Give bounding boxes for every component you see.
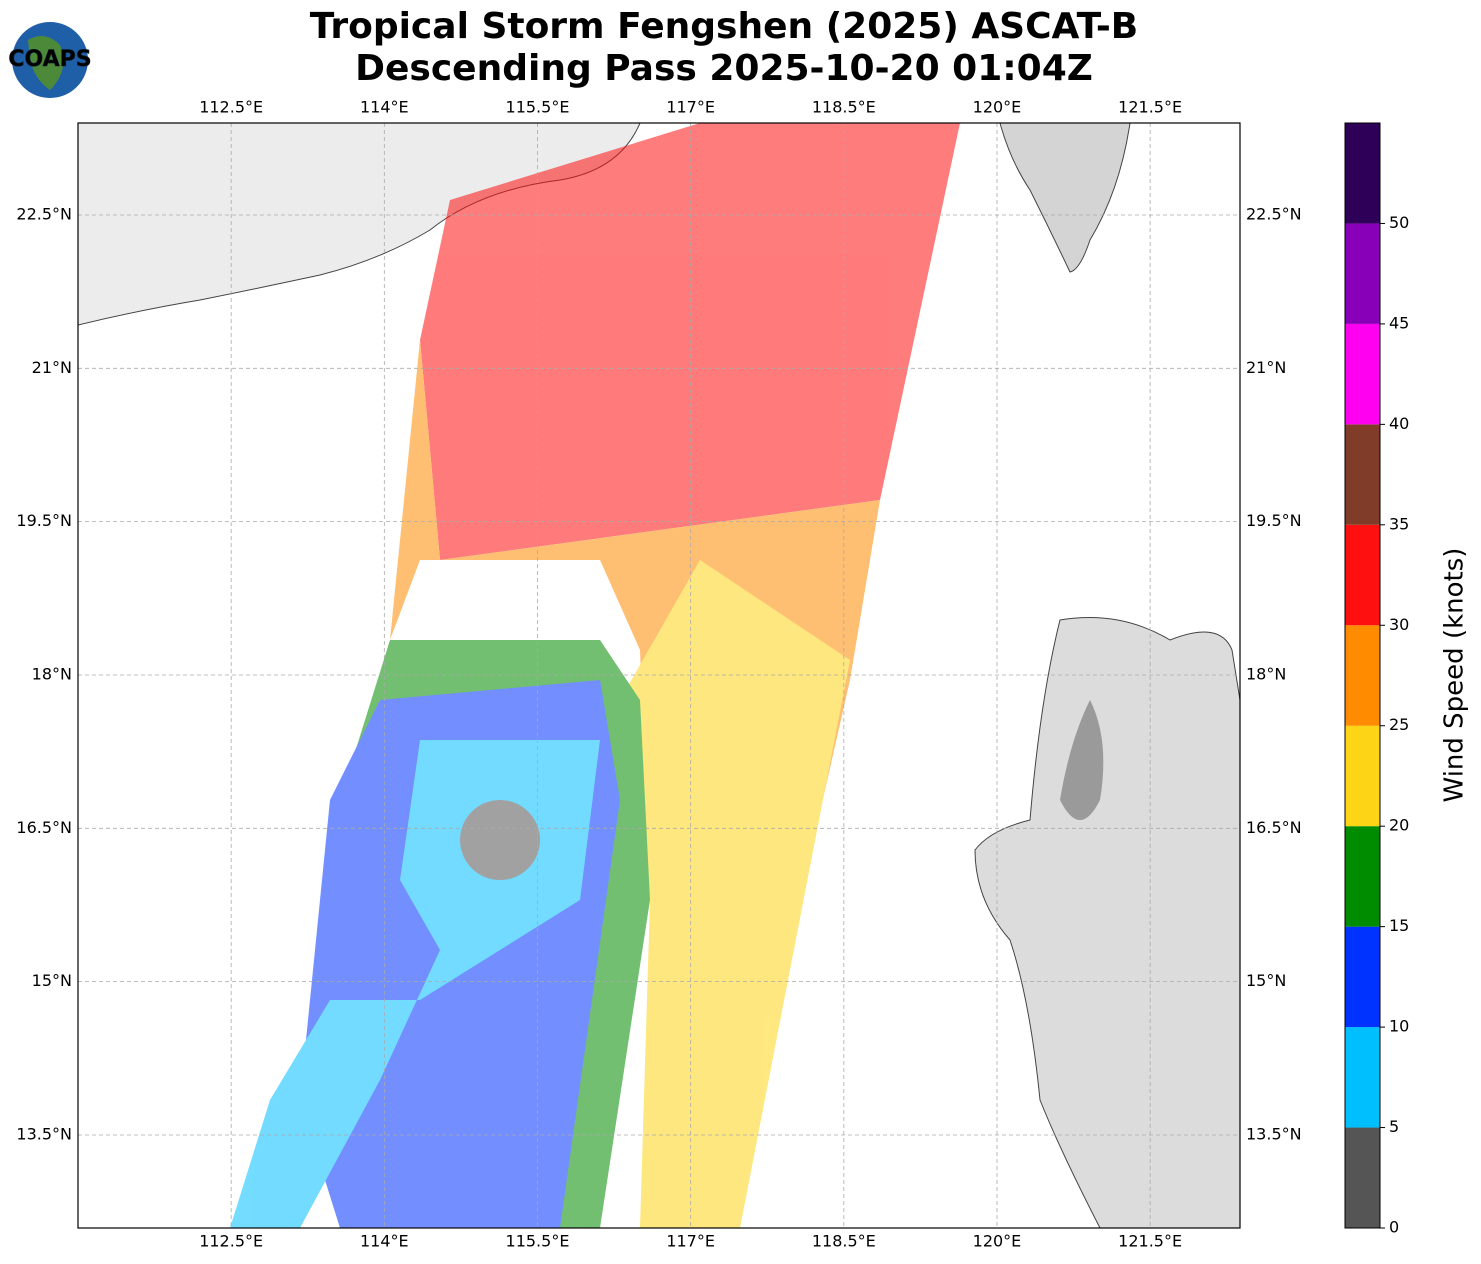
swath-zone <box>420 123 960 560</box>
grid <box>78 123 1240 1228</box>
colorbar-segment <box>1345 323 1380 425</box>
colorbar-tick-label: 40 <box>1389 414 1409 433</box>
y-tick-label: 19.5°N <box>1246 511 1302 530</box>
title-line: Descending Pass 2025-10-20 01:04Z <box>355 48 1093 89</box>
x-tick-label: 117°E <box>666 1232 715 1251</box>
y-tick-label: 16.5°N <box>1246 818 1302 837</box>
x-tick-label: 120°E <box>973 1232 1022 1251</box>
x-tick-label: 118.5°E <box>812 1232 876 1251</box>
y-tick-label: 19.5°N <box>16 511 72 530</box>
x-tick-label: 117°E <box>666 98 715 117</box>
land-relief <box>1060 700 1104 820</box>
colorbar-tick-label: 0 <box>1389 1218 1399 1237</box>
x-tick-label: 121.5°E <box>1118 1232 1182 1251</box>
colorbar-tick-label: 5 <box>1389 1117 1399 1136</box>
y-tick-label: 13.5°N <box>16 1124 72 1143</box>
colorbar-tick-label: 35 <box>1389 514 1409 533</box>
logo: COAPS <box>8 22 92 98</box>
y-tick-label: 16.5°N <box>16 818 72 837</box>
colorbar-tick-label: 15 <box>1389 916 1409 935</box>
swath-zone <box>460 800 540 880</box>
x-tick-label: 115.5°E <box>506 98 570 117</box>
land-luzon <box>974 617 1240 1228</box>
logo-land <box>28 36 64 90</box>
colorbar-segment <box>1345 926 1380 1028</box>
colorbar-tick-label: 50 <box>1389 213 1409 232</box>
colorbar-segment <box>1345 826 1380 927</box>
colorbar-tick-label: 45 <box>1389 313 1409 332</box>
map-background <box>78 123 1240 1228</box>
y-tick-label: 15°N <box>32 971 72 990</box>
colorbar-segment <box>1345 223 1380 324</box>
y-tick-label: 18°N <box>32 664 72 683</box>
colorbar-tick-label: 10 <box>1389 1017 1409 1036</box>
y-tick-label: 22.5°N <box>16 204 72 223</box>
swath-zone <box>620 560 850 1228</box>
x-tick-label: 114°E <box>360 1232 409 1251</box>
colorbar-tick-label: 30 <box>1389 615 1409 634</box>
colorbar-segment <box>1345 424 1380 525</box>
x-tick-label: 112.5°E <box>199 1232 263 1251</box>
y-tick-label: 13.5°N <box>1246 1124 1302 1143</box>
colorbar-segment <box>1345 524 1380 626</box>
colorbar-segment <box>1345 1027 1380 1128</box>
y-tick-label: 22.5°N <box>1246 204 1302 223</box>
colorbar-tick-label: 20 <box>1389 816 1409 835</box>
x-tick-label: 118.5°E <box>812 98 876 117</box>
colorbar-segment <box>1345 123 1380 224</box>
logo-text: COAPS <box>8 47 91 72</box>
map-frame <box>77 122 1241 1229</box>
x-tick-label: 112.5°E <box>199 98 263 117</box>
colorbar-segment <box>1345 625 1380 726</box>
land-taiwan <box>999 123 1131 273</box>
wind-swath <box>230 123 960 1228</box>
x-tick-label: 120°E <box>973 98 1022 117</box>
colorbar-frame <box>1344 122 1381 1229</box>
colorbar-tick-label: 25 <box>1389 715 1409 734</box>
colorbar-segment <box>1345 725 1380 827</box>
x-tick-label: 114°E <box>360 98 409 117</box>
y-tick-label: 21°N <box>1246 358 1286 377</box>
x-tick-label: 121.5°E <box>1118 98 1182 117</box>
y-tick-label: 18°N <box>1246 664 1286 683</box>
colorbar-label: Wind Speed (knots) <box>1440 548 1470 803</box>
y-tick-label: 21°N <box>32 358 72 377</box>
y-tick-label: 15°N <box>1246 971 1286 990</box>
colorbar-segment <box>1345 1127 1380 1228</box>
title-line: Tropical Storm Fengshen (2025) ASCAT-B <box>310 6 1139 47</box>
x-tick-label: 115.5°E <box>506 1232 570 1251</box>
